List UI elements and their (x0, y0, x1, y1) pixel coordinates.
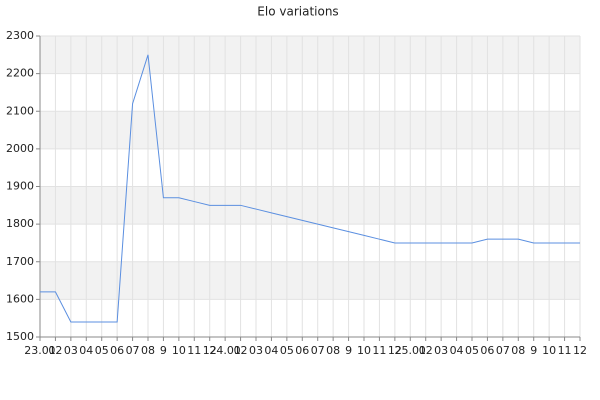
grid-band (40, 186, 580, 225)
x-tick-label: 02 (48, 344, 62, 357)
x-tick-label: 06 (480, 344, 494, 357)
y-tick-label: 1900 (6, 180, 34, 193)
y-tick-label: 2100 (6, 104, 34, 117)
y-tick-label: 2000 (6, 142, 34, 155)
x-tick-label: 02 (419, 344, 433, 357)
x-tick-label: 06 (110, 344, 124, 357)
x-tick-label: 12 (388, 344, 402, 357)
x-tick-label: 10 (172, 344, 186, 357)
x-tick-label: 03 (249, 344, 263, 357)
x-tick-label: 9 (530, 344, 537, 357)
x-tick-label: 23.01 (24, 344, 56, 357)
y-tick-label: 1700 (6, 255, 34, 268)
grid-band (40, 111, 580, 149)
x-tick-label: 24.01 (209, 344, 241, 357)
y-tick-label: 1600 (6, 292, 34, 305)
chart-title: Elo variations (257, 5, 338, 19)
x-tick-label: 08 (326, 344, 340, 357)
y-tick-label: 2300 (6, 29, 34, 42)
x-tick-label: 11 (187, 344, 201, 357)
x-tick-label: 08 (511, 344, 525, 357)
x-tick-label: 02 (234, 344, 248, 357)
x-tick-label: 12 (573, 344, 587, 357)
x-tick-label: 04 (264, 344, 278, 357)
x-tick-label: 07 (496, 344, 510, 357)
x-tick-label: 07 (126, 344, 140, 357)
x-tick-label: 07 (311, 344, 325, 357)
x-tick-label: 10 (542, 344, 556, 357)
x-tick-label: 10 (357, 344, 371, 357)
x-tick-label: 11 (372, 344, 386, 357)
y-tick-label: 1800 (6, 217, 34, 230)
x-tick-label: 9 (345, 344, 352, 357)
line (40, 54, 580, 323)
x-tick-label: 05 (95, 344, 109, 357)
x-tick-label: 9 (160, 344, 167, 357)
x-tick-label: 03 (434, 344, 448, 357)
x-tick-label: 05 (465, 344, 479, 357)
y-tick-label: 2200 (6, 67, 34, 80)
x-tick-label: 11 (558, 344, 572, 357)
x-tick-label: 06 (295, 344, 309, 357)
x-tick-label: 12 (203, 344, 217, 357)
x-tick-label: 25.01 (395, 344, 427, 357)
x-tick-label: 03 (64, 344, 78, 357)
x-tick-label: 08 (141, 344, 155, 357)
x-tick-label: 04 (450, 344, 464, 357)
grid-band (40, 261, 580, 300)
grid-band (40, 36, 580, 74)
x-tick-label: 04 (79, 344, 93, 357)
y-tick-label: 1500 (6, 330, 34, 343)
x-tick-label: 05 (280, 344, 294, 357)
